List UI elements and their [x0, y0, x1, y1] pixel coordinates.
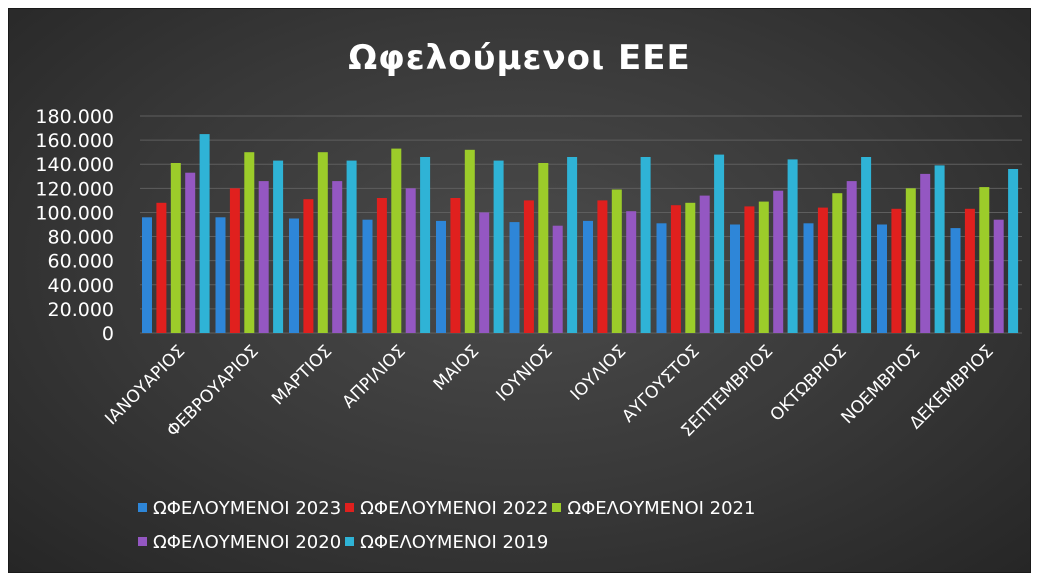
- y-tick-label: 0: [102, 323, 114, 345]
- bar: [685, 202, 696, 333]
- legend-swatch: [552, 502, 562, 512]
- bar: [714, 154, 725, 333]
- legend-item: ΩΦΕΛΟΥΜΕΝΟΙ 2020: [138, 526, 341, 560]
- bar: [229, 188, 240, 333]
- bar: [656, 223, 667, 333]
- legend-swatch: [138, 502, 147, 512]
- y-tick-label: 40.000: [48, 275, 114, 297]
- y-tick-label: 140.000: [35, 154, 114, 176]
- bar: [538, 163, 549, 333]
- bar: [170, 163, 181, 333]
- legend-label: ΩΦΕΛΟΥΜΕΝΟΙ 2020: [153, 532, 342, 553]
- y-tick-label: 80.000: [48, 227, 114, 249]
- y-tick-label: 120.000: [35, 178, 114, 200]
- x-category-label: ΜΑΙΟΣ: [430, 341, 483, 394]
- bar: [552, 225, 563, 333]
- bar: [258, 181, 269, 333]
- bar: [583, 220, 593, 333]
- y-tick-label: 20.000: [48, 299, 114, 321]
- bar: [817, 207, 828, 333]
- bar: [199, 134, 210, 333]
- bar: [964, 208, 975, 333]
- bar: [861, 157, 872, 333]
- bar: [1008, 169, 1019, 333]
- legend-swatch: [138, 536, 147, 546]
- bar: [464, 149, 475, 333]
- bar: [758, 201, 769, 333]
- bar: [567, 157, 578, 333]
- bar: [244, 152, 255, 333]
- bar: [156, 202, 167, 333]
- bar: [420, 157, 431, 333]
- legend-label: ΩΦΕΛΟΥΜΕΝΟΙ 2019: [360, 532, 549, 553]
- bar: [993, 219, 1004, 333]
- bar: [787, 159, 798, 333]
- x-category-label: ΙΟΥΝΙΟΣ: [493, 341, 557, 405]
- legend-item: ΩΦΕΛΟΥΜΕΝΟΙ 2023: [138, 492, 341, 526]
- legend-item: ΩΦΕΛΟΥΜΕΝΟΙ 2019: [345, 526, 548, 560]
- bar: [289, 218, 299, 333]
- bar: [920, 173, 931, 333]
- bar: [979, 187, 990, 333]
- bar: [803, 223, 814, 333]
- bar: [905, 188, 916, 333]
- x-category-label: ΙΟΥΛΙΟΣ: [567, 341, 630, 404]
- bar: [509, 222, 520, 333]
- bar: [362, 219, 373, 333]
- bar: [303, 199, 314, 333]
- y-tick-label: 180.000: [35, 106, 114, 128]
- gridlines: [140, 115, 1022, 334]
- bar: [640, 157, 651, 333]
- bar: [699, 195, 710, 333]
- legend-label: ΩΦΕΛΟΥΜΕΝΟΙ 2022: [360, 498, 549, 519]
- bar: [332, 181, 343, 333]
- chart-title: Ωφελούμενοι ΕΕΕ: [348, 38, 691, 78]
- bar: [891, 208, 902, 333]
- bar: [597, 200, 608, 333]
- legend-item: ΩΦΕΛΟΥΜΕΝΟΙ 2022: [345, 492, 548, 526]
- y-axis-ticks: 020.00040.00060.00080.000100.000120.0001…: [35, 106, 114, 345]
- bar: [846, 181, 857, 333]
- legend-label: ΩΦΕΛΟΥΜΕΝΟΙ 2023: [153, 498, 342, 519]
- bar: [317, 152, 328, 333]
- bar: [730, 224, 740, 333]
- legend: ΩΦΕΛΟΥΜΕΝΟΙ 2023 ΩΦΕΛΟΥΜΕΝΟΙ 2022 ΩΦΕΛΟΥΜΕ…: [138, 492, 958, 560]
- bar: [391, 148, 402, 333]
- bar: [611, 189, 622, 333]
- bar: [346, 160, 357, 333]
- bar: [450, 198, 461, 333]
- bar: [493, 160, 504, 333]
- bar: [773, 190, 784, 333]
- bar: [523, 200, 534, 333]
- legend-swatch: [345, 502, 355, 512]
- legend-swatch: [345, 536, 355, 546]
- y-tick-label: 60.000: [48, 251, 114, 273]
- bar: [405, 188, 416, 333]
- bar: [185, 172, 196, 333]
- bar: [832, 193, 843, 333]
- bar: [744, 206, 755, 333]
- bar: [950, 228, 961, 333]
- y-tick-label: 100.000: [35, 202, 114, 224]
- bar: [670, 205, 681, 333]
- bars: [142, 134, 1019, 333]
- legend-label: ΩΦΕΛΟΥΜΕΝΟΙ 2021: [567, 498, 756, 519]
- bar: [626, 211, 637, 333]
- x-category-label: ΑΠΡΙΛΙΟΣ: [339, 341, 410, 412]
- bar: [215, 217, 226, 333]
- bar: [436, 220, 446, 333]
- y-tick-label: 160.000: [35, 130, 114, 152]
- legend-item: ΩΦΕΛΟΥΜΕΝΟΙ 2021: [552, 492, 755, 526]
- bar: [142, 217, 152, 333]
- bar: [273, 160, 284, 333]
- x-category-label: ΜΑΡΤΙΟΣ: [268, 341, 336, 409]
- bar: [479, 212, 490, 333]
- bar: [877, 224, 887, 333]
- bar: [934, 165, 945, 333]
- bar: [376, 198, 387, 333]
